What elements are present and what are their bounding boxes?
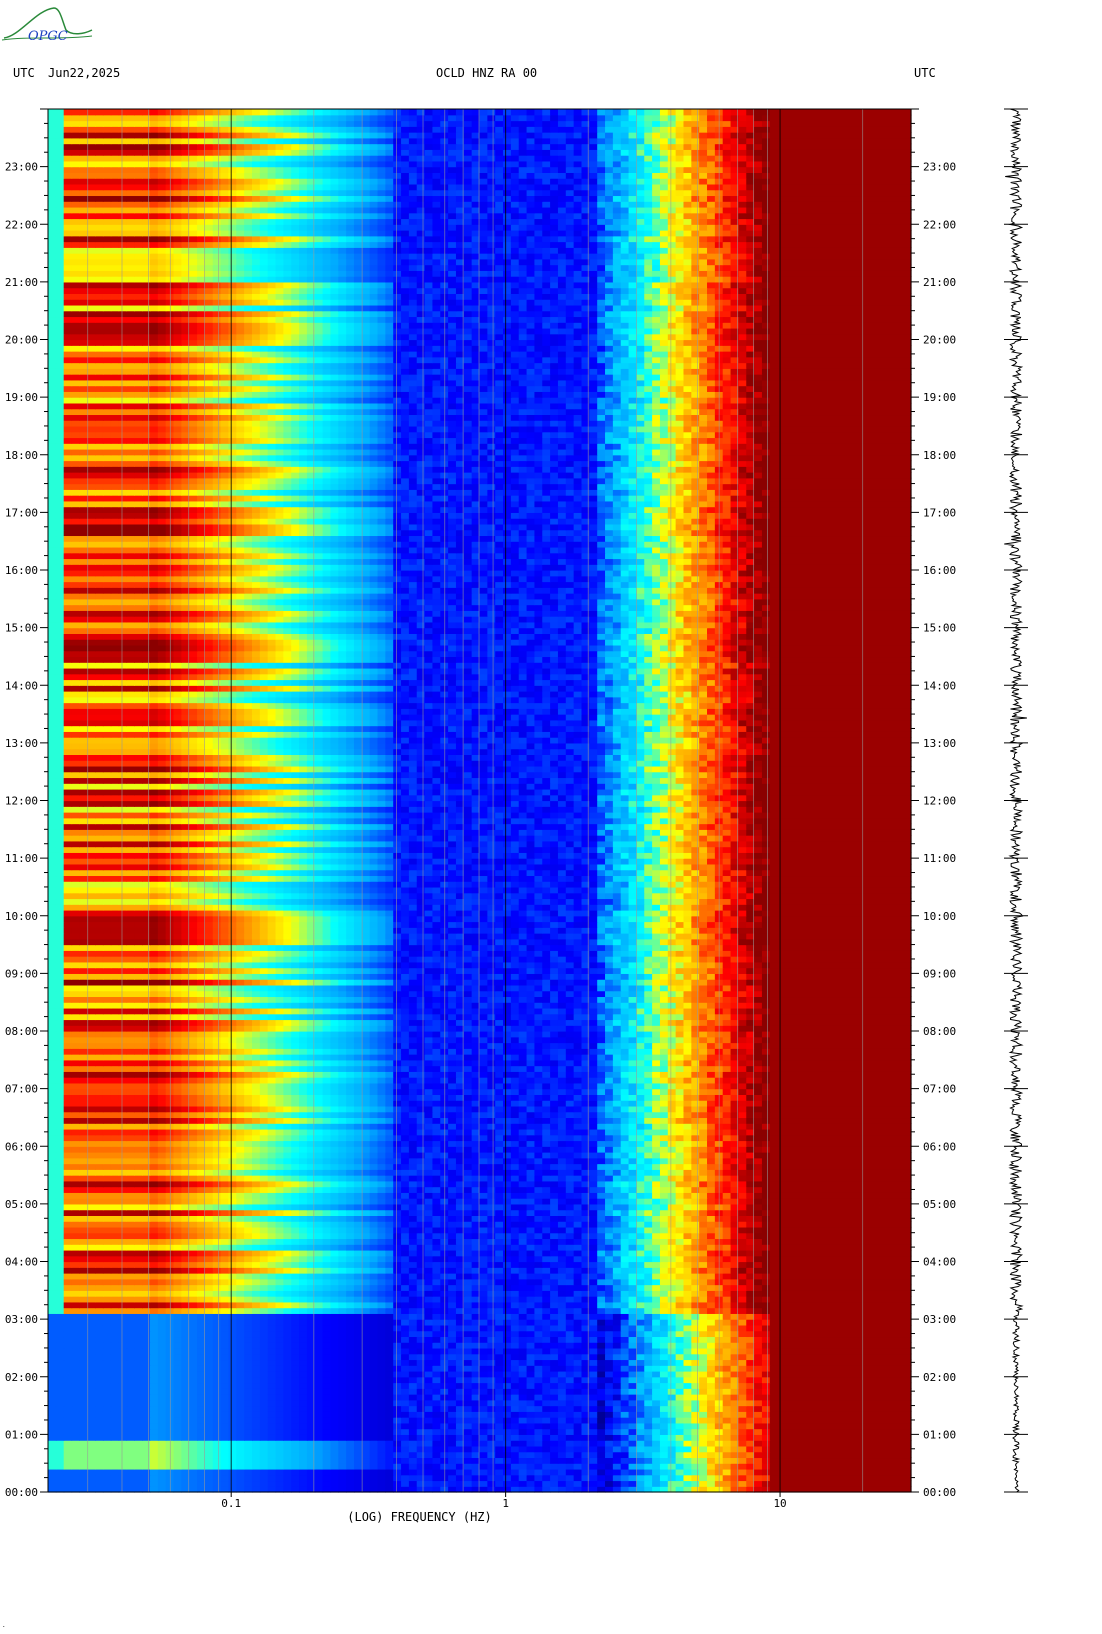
y-tick-label-right: 01:00 <box>923 1428 956 1441</box>
y-tick-label-right: 02:00 <box>923 1371 956 1384</box>
y-tick-label-right: 03:00 <box>923 1313 956 1326</box>
y-tick-label-right: 11:00 <box>923 852 956 865</box>
y-tick-label-right: 19:00 <box>923 391 956 404</box>
y-tick-label-left: 05:00 <box>5 1198 38 1211</box>
y-tick-label-left: 13:00 <box>5 737 38 750</box>
y-tick-label-right: 08:00 <box>923 1025 956 1038</box>
x-axis-title: (LOG) FREQUENCY (HZ) <box>347 1510 492 1524</box>
y-tick-label-left: 12:00 <box>5 795 38 808</box>
y-tick-label-right: 04:00 <box>923 1256 956 1269</box>
y-tick-label-right: 23:00 <box>923 161 956 174</box>
right-timezone-label: UTC <box>914 66 936 80</box>
y-tick-label-left: 18:00 <box>5 449 38 462</box>
logo-text: OPGC <box>28 29 68 44</box>
left-timezone-label: UTC <box>13 66 35 80</box>
y-tick-label-left: 19:00 <box>5 391 38 404</box>
y-tick-label-right: 12:00 <box>923 795 956 808</box>
y-tick-label-right: 00:00 <box>923 1486 956 1499</box>
y-tick-label-right: 07:00 <box>923 1083 956 1096</box>
y-tick-label-left: 15:00 <box>5 622 38 635</box>
y-tick-label-right: 18:00 <box>923 449 956 462</box>
y-tick-label-left: 08:00 <box>5 1025 38 1038</box>
y-tick-label-left: 01:00 <box>5 1428 38 1441</box>
y-tick-label-left: 20:00 <box>5 334 38 347</box>
date-label: Jun22,2025 <box>48 66 120 80</box>
y-tick-label-right: 17:00 <box>923 506 956 519</box>
footnote-mark: . <box>2 1622 6 1629</box>
y-tick-label-right: 14:00 <box>923 679 956 692</box>
x-tick-label: 0.1 <box>221 1497 241 1510</box>
y-tick-label-left: 06:00 <box>5 1140 38 1153</box>
y-tick-label-right: 20:00 <box>923 334 956 347</box>
y-tick-label-right: 21:00 <box>923 276 956 289</box>
y-tick-label-left: 23:00 <box>5 161 38 174</box>
y-tick-label-right: 06:00 <box>923 1140 956 1153</box>
y-tick-label-right: 13:00 <box>923 737 956 750</box>
y-tick-label-left: 03:00 <box>5 1313 38 1326</box>
y-tick-label-right: 09:00 <box>923 967 956 980</box>
y-tick-label-left: 14:00 <box>5 679 38 692</box>
spectrogram-heatmap <box>48 109 912 1493</box>
y-tick-label-right: 10:00 <box>923 910 956 923</box>
x-tick-label: 1 <box>502 1497 509 1510</box>
y-tick-label-right: 05:00 <box>923 1198 956 1211</box>
y-tick-label-left: 22:00 <box>5 218 38 231</box>
y-tick-label-left: 07:00 <box>5 1083 38 1096</box>
y-tick-label-right: 22:00 <box>923 218 956 231</box>
y-tick-label-left: 00:00 <box>5 1486 38 1499</box>
y-tick-label-left: 09:00 <box>5 967 38 980</box>
seismogram-trace <box>1004 108 1028 1493</box>
y-tick-label-left: 02:00 <box>5 1371 38 1384</box>
station-title: OCLD HNZ RA 00 <box>436 66 537 80</box>
y-tick-label-right: 15:00 <box>923 622 956 635</box>
y-tick-label-right: 16:00 <box>923 564 956 577</box>
y-tick-label-left: 16:00 <box>5 564 38 577</box>
y-tick-label-left: 21:00 <box>5 276 38 289</box>
time-axis: 00:00 00:00 01:00 01:00 02:00 02:00 03:00 03:00… <box>5 108 956 1499</box>
y-tick-label-left: 11:00 <box>5 852 38 865</box>
y-tick-label-left: 04:00 <box>5 1256 38 1269</box>
x-tick-label: 10 <box>773 1497 786 1510</box>
opgc-logo: OPGC <box>0 0 100 48</box>
y-tick-label-left: 17:00 <box>5 506 38 519</box>
y-tick-label-left: 10:00 <box>5 910 38 923</box>
frequency-axis: 0.1 1 10 <box>221 1492 787 1510</box>
